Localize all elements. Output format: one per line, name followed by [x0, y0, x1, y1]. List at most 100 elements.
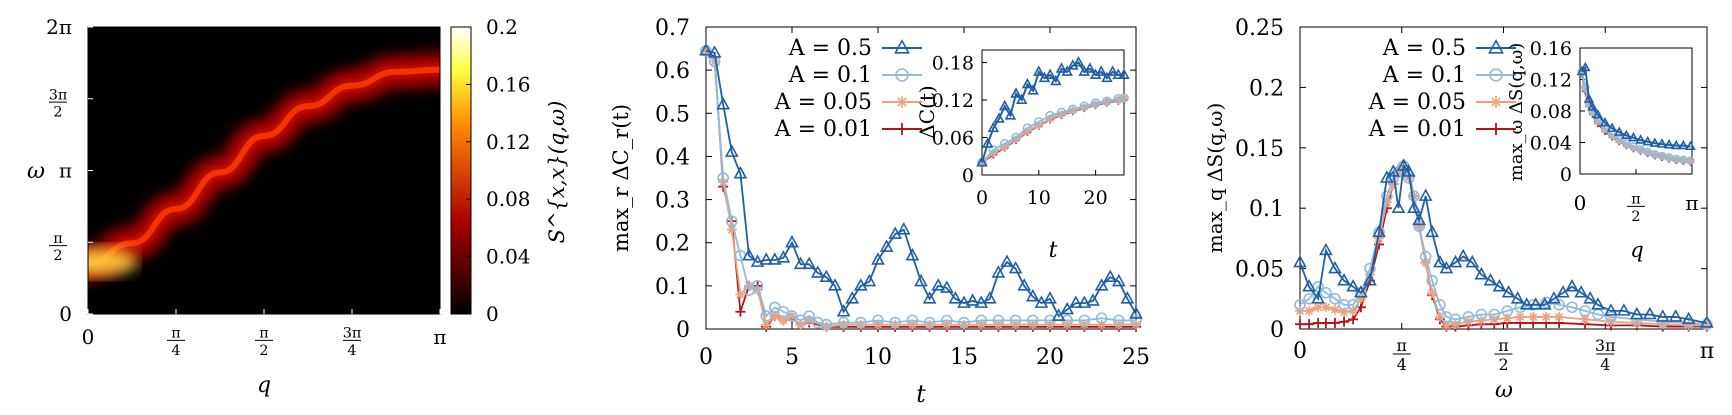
heatmap-hotspot	[88, 247, 138, 276]
triangle-marker	[1488, 39, 1504, 54]
circle-marker	[906, 314, 919, 327]
tick-label: π2	[255, 326, 274, 359]
triangle-marker	[1319, 242, 1333, 256]
correlation-legend: A = 0.5A = 0.1A = 0.05A = 0.01	[774, 36, 922, 142]
triangle-marker	[1678, 139, 1689, 150]
star-marker	[1528, 311, 1539, 322]
tick-label: 0.1	[1249, 197, 1284, 222]
tick-label: 2π	[46, 15, 72, 39]
triangle-marker	[1337, 273, 1351, 286]
triangle-marker	[914, 273, 928, 287]
tick-label: 0	[676, 318, 690, 343]
triangle-marker	[793, 256, 808, 270]
series-line	[1299, 164, 1707, 326]
tick-label: 0.7	[655, 16, 690, 41]
triangle-marker	[1379, 170, 1394, 183]
circle-marker	[1426, 274, 1438, 287]
triangle-marker	[1547, 291, 1561, 304]
tick-label: 20	[1036, 345, 1064, 370]
triangle-marker	[1061, 65, 1073, 76]
circle-marker	[811, 316, 824, 329]
triangle-marker	[1592, 109, 1604, 119]
triangle-marker	[1681, 311, 1696, 325]
triangle-marker	[1501, 285, 1516, 298]
circle-marker	[1475, 308, 1488, 321]
plus-marker	[1295, 319, 1305, 330]
circle-marker	[803, 310, 816, 322]
triangle-marker	[1086, 293, 1100, 306]
tick-label: 0.6	[655, 59, 690, 84]
circle-marker	[1130, 314, 1142, 327]
star-marker	[1441, 320, 1452, 331]
triangle-marker	[1456, 248, 1471, 262]
tick-label: π4	[1392, 336, 1411, 374]
colorbar-ticks: 0 0.04 0.08 0.12 0.16 0.2	[466, 15, 531, 326]
tick-label: 0	[59, 302, 72, 326]
tick-label: 0.2	[1249, 76, 1284, 101]
triangle-marker	[699, 43, 713, 56]
tick-label: 0	[1293, 339, 1307, 364]
circle-marker	[1381, 190, 1393, 202]
circle-marker	[895, 68, 909, 82]
colorbar	[450, 26, 472, 315]
circle-marker	[1022, 123, 1033, 133]
triangle-marker	[894, 39, 910, 54]
tick-label: 0.12	[932, 90, 974, 112]
tick-label: 3π2	[49, 87, 68, 120]
triangle-marker	[1051, 308, 1066, 321]
tick-label: π2	[49, 231, 67, 264]
triangle-marker	[982, 291, 997, 304]
circle-marker	[1449, 313, 1462, 326]
triangle-marker	[1604, 303, 1618, 316]
triangle-marker	[1407, 200, 1421, 213]
triangle-marker	[1111, 273, 1126, 287]
correlation-inset-ticks: 0 10 20 0 0.06 0.12 0.18	[932, 53, 1108, 210]
circle-marker	[1605, 311, 1617, 323]
circle-marker	[1045, 110, 1055, 121]
circle-marker	[1489, 68, 1503, 82]
circle-marker	[820, 318, 833, 331]
circle-marker	[1579, 305, 1591, 317]
star-marker	[1490, 96, 1502, 108]
tick-label: 0.3	[655, 189, 690, 214]
triangle-marker	[759, 252, 774, 265]
triangle-marker	[1346, 279, 1360, 292]
circle-marker	[1113, 93, 1124, 104]
triangle-marker	[1055, 62, 1068, 73]
triangle-marker	[998, 99, 1011, 111]
triangle-marker	[1574, 285, 1588, 298]
colorbar-tick-label: 0.16	[486, 72, 531, 96]
plus-marker	[1490, 123, 1502, 135]
circle-marker	[1347, 299, 1359, 311]
triangle-marker	[1418, 188, 1433, 201]
triangle-marker	[707, 45, 722, 58]
triangle-marker	[716, 96, 731, 110]
triangle-marker	[1302, 279, 1316, 292]
correlation-xlabel: t	[916, 380, 926, 408]
tick-label: 0.08	[1530, 101, 1572, 123]
circle-marker	[1102, 96, 1112, 107]
tick-label: 0	[1270, 318, 1284, 343]
triangle-marker	[828, 278, 842, 291]
tick-label: 0.04	[1530, 133, 1572, 155]
triangle-marker	[1583, 93, 1595, 103]
triangle-marker	[993, 112, 1005, 123]
triangle-marker	[1433, 254, 1447, 268]
triangle-marker	[1628, 131, 1639, 142]
circle-marker	[717, 172, 730, 184]
correlation-inset-ylabel: ΔC(t)	[915, 85, 939, 138]
tick-label: 5	[785, 345, 799, 370]
circle-marker	[999, 138, 1010, 149]
triangle-marker	[1120, 291, 1135, 304]
triangle-marker	[1017, 278, 1032, 291]
star-marker	[735, 289, 746, 300]
triangle-marker	[1671, 139, 1682, 150]
triangle-marker	[750, 254, 765, 267]
triangle-marker	[1483, 273, 1498, 286]
tick-numerator: 3π	[343, 326, 362, 342]
tick-label: 0.05	[1235, 258, 1284, 283]
triangle-marker	[1474, 266, 1489, 280]
star-marker	[1329, 304, 1340, 315]
